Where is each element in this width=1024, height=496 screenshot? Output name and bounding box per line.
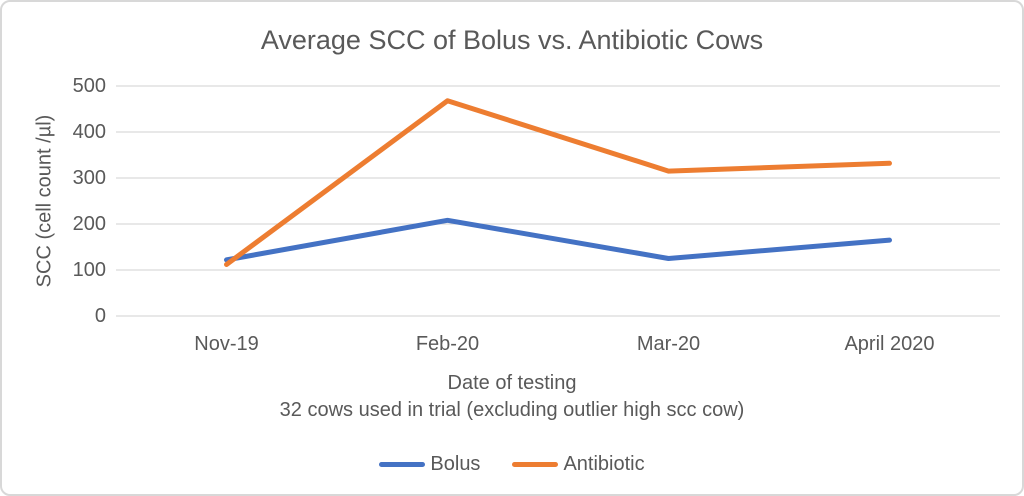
legend: Bolus Antibiotic: [2, 452, 1022, 476]
x-tick-label: April 2020: [844, 333, 935, 355]
series-line-antibiotic: [224, 98, 892, 267]
legend-label: Bolus: [430, 453, 481, 475]
chart-title: Average SCC of Bolus vs. Antibiotic Cows: [260, 25, 764, 55]
legend-swatch-bolus: [379, 461, 426, 467]
y-tick-label: 100: [72, 259, 106, 281]
x-tick-label: Feb-20: [415, 333, 480, 355]
legend-swatch-antibiotic: [512, 461, 559, 467]
legend-item-antibiotic: Antibiotic: [512, 452, 645, 476]
x-axis-note: 32 cows used in trial (excluding outlier…: [279, 399, 745, 421]
legend-item-bolus: Bolus: [379, 452, 480, 476]
y-tick-label: 0: [94, 305, 106, 327]
y-tick-label: 500: [72, 75, 106, 97]
x-tick-label: Nov-19: [194, 333, 259, 355]
series-line-bolus: [224, 217, 892, 263]
legend-label: Antibiotic: [563, 453, 645, 475]
y-tick-label: 200: [72, 213, 106, 235]
x-axis-title: Date of testing: [447, 372, 577, 394]
y-tick-label: 300: [72, 167, 106, 189]
y-tick-label: 400: [72, 121, 106, 143]
x-tick-label: Mar-20: [636, 333, 701, 355]
